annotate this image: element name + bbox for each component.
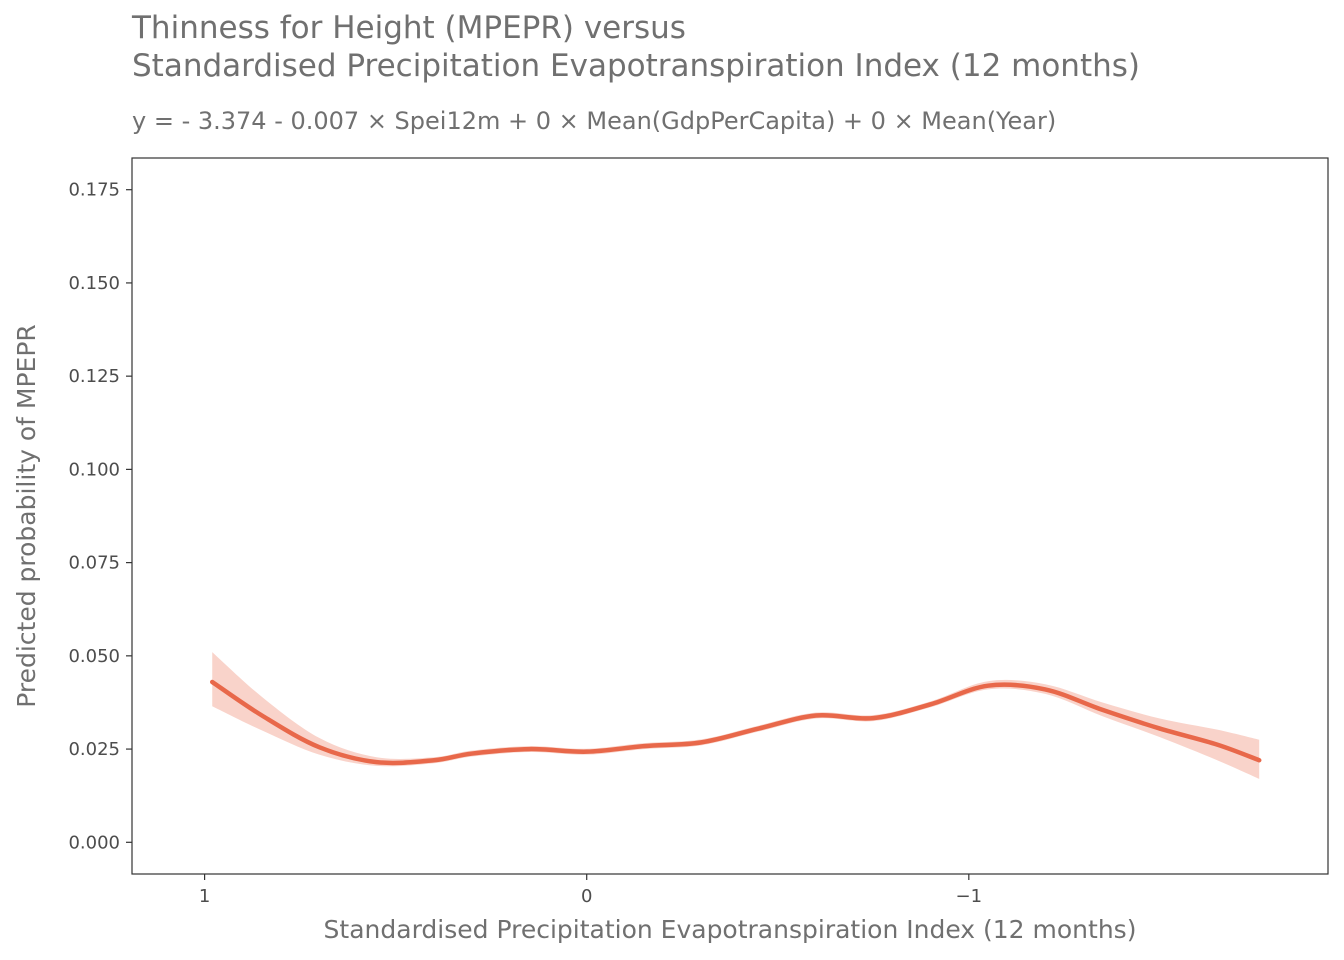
x-tick-label: 0 <box>581 886 592 907</box>
y-tick-label: 0.100 <box>68 459 120 480</box>
y-tick-label: 0.075 <box>68 553 120 574</box>
series-line <box>209 679 1262 766</box>
y-axis-title: Predicted probability of MPEPR <box>12 324 41 708</box>
plot-panel <box>131 157 1329 875</box>
chart-title-line1: Thinness for Height (MPEPR) versus <box>131 10 686 46</box>
chart-subtitle: y = - 3.374 - 0.007 × Spei12m + 0 × Mean… <box>132 107 1056 135</box>
chart-title-line2: Standardised Precipitation Evapotranspir… <box>132 48 1140 84</box>
y-tick-label: 0.175 <box>68 180 120 201</box>
x-tick-label: 1 <box>199 886 210 907</box>
y-tick-label: 0.125 <box>68 366 120 387</box>
y-axis: 0.000 0.025 0.050 0.075 0.100 0.125 0.150 0.175 <box>68 180 132 853</box>
x-axis: 1 0 −1 <box>199 874 982 907</box>
y-tick-label: 0.000 <box>68 832 120 853</box>
y-tick-label: 0.025 <box>68 739 120 760</box>
x-tick-label: −1 <box>956 886 983 907</box>
x-axis-title: Standardised Precipitation Evapotranspir… <box>324 915 1137 944</box>
y-tick-label: 0.150 <box>68 273 120 294</box>
y-tick-label: 0.050 <box>68 646 120 667</box>
